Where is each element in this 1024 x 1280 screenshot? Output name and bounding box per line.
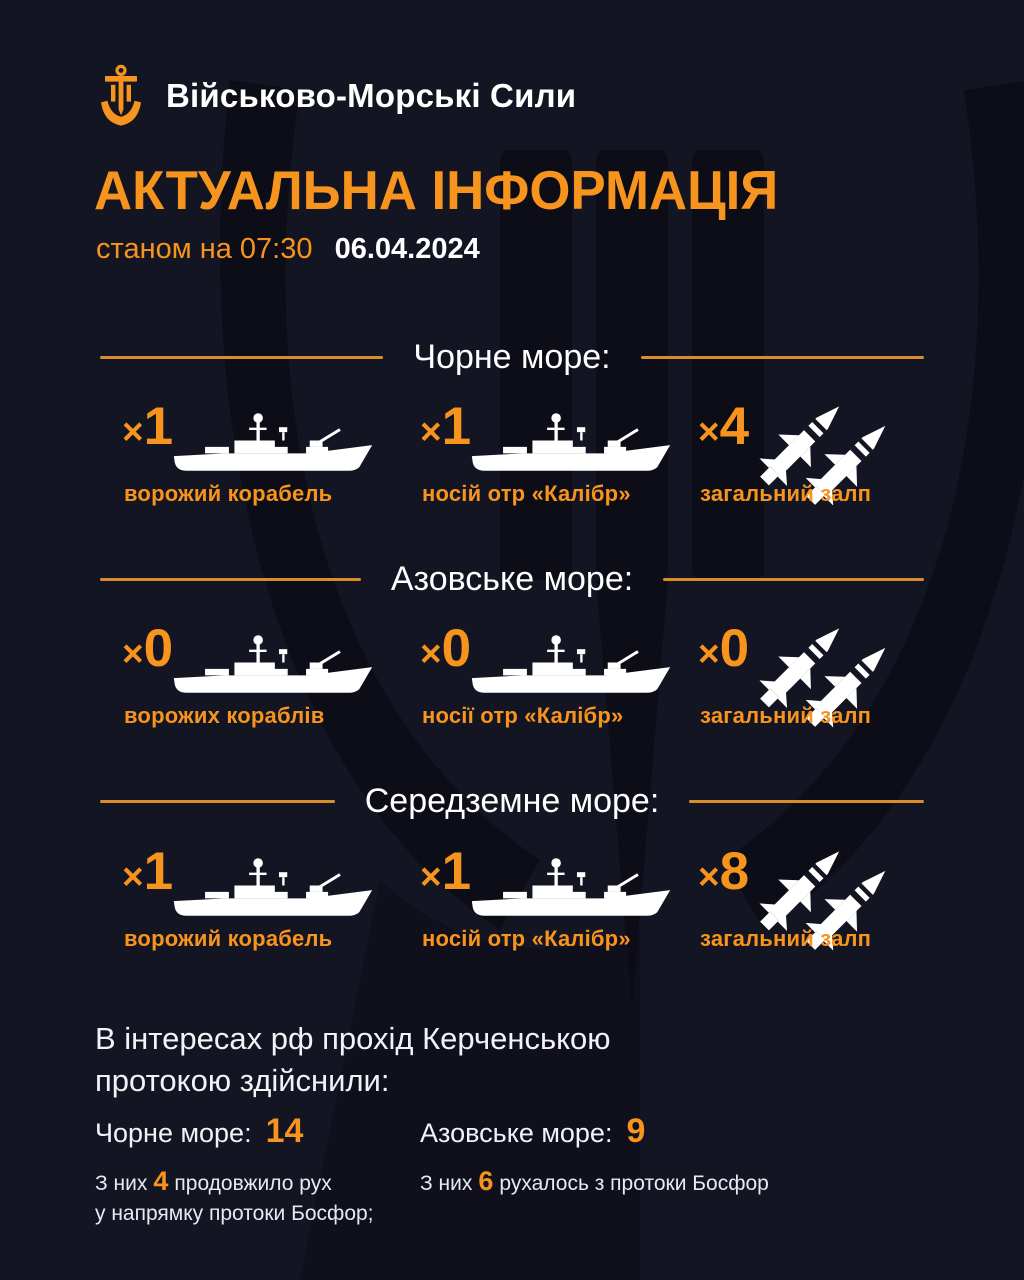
sea-label: Чорне море: <box>95 1118 252 1148</box>
section-rule-left <box>100 577 361 581</box>
kerch-strait-intro: В інтересах рф прохід Керченською проток… <box>95 1021 611 1098</box>
org-name: Військово-Морські Сили <box>166 77 577 114</box>
stat-label: носій отр «Калібр» <box>422 481 631 506</box>
section-title: Середземне море: <box>364 781 660 820</box>
warship-icon <box>470 856 672 918</box>
stat-count: ×1 <box>122 842 174 901</box>
stat-count: ×1 <box>420 397 472 456</box>
stat-azov-sea-kalibr: ×0 носії отр «Калібр» <box>420 622 710 732</box>
section-header-black-sea: Чорне море: <box>100 337 925 376</box>
stat-count: ×1 <box>420 842 472 901</box>
stat-azov-sea-ships: ×0 ворожих кораблів <box>122 622 412 732</box>
stat-label: ворожий корабель <box>124 481 333 506</box>
section-header-mediterranean-sea: Середземне море: <box>100 781 925 820</box>
warship-icon <box>172 411 374 473</box>
as-of-line: станом на 07:30 06.04.2024 <box>96 233 480 266</box>
stat-count: ×0 <box>420 619 472 678</box>
warship-icon <box>172 633 374 695</box>
stat-mediterranean-kalibr: ×1 носій отр «Калібр» <box>420 845 710 955</box>
stat-label: ворожий корабель <box>124 926 333 951</box>
stat-mediterranean-ships: ×1 ворожий корабель <box>122 845 412 955</box>
stat-count: ×0 <box>698 619 750 678</box>
section-rule-right <box>663 577 925 581</box>
stat-label: носій отр «Калібр» <box>422 926 631 951</box>
stat-label: ворожих кораблів <box>124 703 325 728</box>
stat-count: ×4 <box>698 397 750 456</box>
stat-count: ×8 <box>698 842 750 901</box>
report-date: 06.04.2024 <box>334 233 480 265</box>
warship-icon <box>172 856 374 918</box>
section-rule-left <box>100 799 335 803</box>
warship-icon <box>470 411 672 473</box>
stat-azov-sea-salvo: ×0 загальний залп <box>698 612 988 732</box>
section-header-azov-sea: Азовське море: <box>100 559 925 598</box>
kerch-stat-black-sea: Чорне море: 14 З них 4 продовжило рух у на… <box>95 1112 425 1229</box>
stat-label: загальний залп <box>700 926 872 951</box>
note-value: 4 <box>153 1166 169 1196</box>
section-title: Чорне море: <box>413 337 611 376</box>
stat-count: ×0 <box>122 619 174 678</box>
sea-label: Азовське море: <box>420 1118 613 1148</box>
section-rule-right <box>689 799 925 803</box>
stat-black-sea-salvo: ×4 загальний залп <box>698 390 988 510</box>
sea-note: З них 4 продовжило рух у напрямку протоки … <box>95 1166 374 1226</box>
stat-label: загальний залп <box>700 481 872 506</box>
section-title: Азовське море: <box>390 559 634 598</box>
stat-count: ×1 <box>122 397 174 456</box>
section-rule-left <box>100 355 384 359</box>
stat-label: носії отр «Калібр» <box>422 703 624 728</box>
warship-icon <box>470 633 672 695</box>
section-rule-right <box>640 355 925 359</box>
stat-black-sea-kalibr: ×1 носій отр «Калібр» <box>420 400 710 510</box>
stat-label: загальний залп <box>700 703 872 728</box>
as-of-label: станом на 07:30 <box>96 233 313 265</box>
page-title: АКТУАЛЬНА ІНФОРМАЦІЯ <box>94 159 779 221</box>
header-brand: Військово-Морські Сили <box>98 64 576 128</box>
navy-anchor-trident-icon <box>99 64 143 128</box>
stat-black-sea-ships: ×1 ворожий корабель <box>122 400 412 510</box>
sea-note: З них 6 рухалось з протоки Босфор <box>420 1166 769 1196</box>
note-value: 6 <box>478 1166 494 1196</box>
sea-total: 14 <box>265 1112 304 1150</box>
stat-mediterranean-salvo: ×8 загальний залп <box>698 835 988 955</box>
sea-total: 9 <box>626 1112 646 1150</box>
kerch-stat-azov-sea: Азовське море: 9 З них 6 рухалось з проток… <box>420 1112 800 1200</box>
